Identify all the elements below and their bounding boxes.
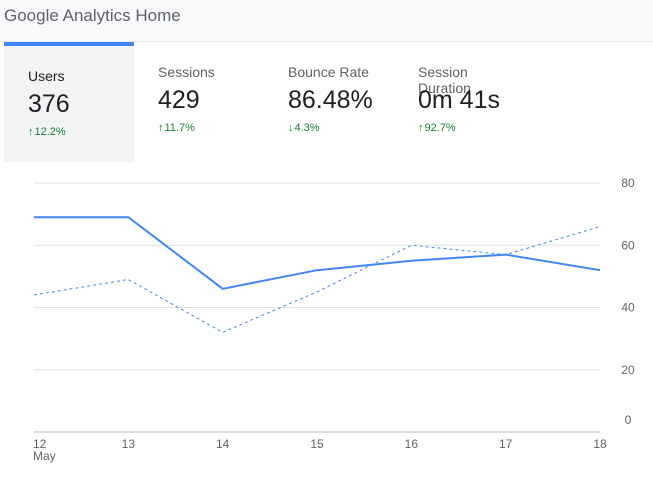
x-tick-label: 13 xyxy=(122,437,136,451)
metric-value: 429 xyxy=(158,86,200,114)
arrow-up-icon: ↑ xyxy=(418,122,424,134)
metric-tab-session-duration[interactable]: Session Duration 0m 41s ↑92.7% xyxy=(394,42,524,162)
x-tick-label: 18 xyxy=(593,437,607,451)
chart-svg: 0 20 40 60 80 12 13 14 15 16 17 18 May xyxy=(33,176,635,463)
y-tick-label: 60 xyxy=(621,238,635,252)
y-tick-label: 40 xyxy=(621,301,635,315)
metric-change-value: 12.2% xyxy=(34,126,66,138)
top-header: Google Analytics Home xyxy=(0,0,653,42)
arrow-up-icon: ↑ xyxy=(28,126,34,138)
y-tick-label: 20 xyxy=(621,363,635,377)
metric-change-value: 11.7% xyxy=(164,122,195,134)
series-line-previous[interactable] xyxy=(33,226,601,333)
metric-value: 376 xyxy=(28,90,70,118)
line-chart: 0 20 40 60 80 12 13 14 15 16 17 18 May xyxy=(0,162,653,496)
page-title: Google Analytics Home xyxy=(4,6,181,25)
metric-label: Users xyxy=(28,68,65,84)
metric-change: ↓4.3% xyxy=(288,122,320,134)
metric-label: Session Duration xyxy=(418,64,471,96)
arrow-up-icon: ↑ xyxy=(158,122,164,134)
metric-tab-users[interactable]: Users 376 ↑12.2% xyxy=(4,42,134,162)
x-tick-label: 17 xyxy=(499,437,513,451)
x-tick-label: 12 xyxy=(33,437,47,451)
metric-change-value: 4.3% xyxy=(294,122,320,134)
x-tick-sublabel: May xyxy=(33,449,56,463)
metric-value: 86.48% xyxy=(288,86,373,114)
y-tick-label: 80 xyxy=(621,176,635,190)
metric-label: Bounce Rate xyxy=(288,64,369,80)
metric-change: ↑11.7% xyxy=(158,122,195,134)
metric-change: ↑12.2% xyxy=(28,126,66,138)
metric-change-value: 92.7% xyxy=(424,122,456,134)
y-tick-label: 0 xyxy=(625,413,632,427)
metric-change: ↑92.7% xyxy=(418,122,456,134)
metric-value: 0m 41s xyxy=(418,86,500,114)
series-line-current[interactable] xyxy=(34,216,601,290)
x-tick-label: 14 xyxy=(216,437,230,451)
metric-tabs: Users 376 ↑12.2% Sessions 429 ↑11.7% Bou… xyxy=(4,42,653,162)
metric-tab-sessions[interactable]: Sessions 429 ↑11.7% xyxy=(134,42,264,162)
x-tick-label: 15 xyxy=(310,437,324,451)
arrow-down-icon: ↓ xyxy=(288,122,294,134)
metric-tab-bounce-rate[interactable]: Bounce Rate 86.48% ↓4.3% xyxy=(264,42,394,162)
x-tick-label: 16 xyxy=(405,437,419,451)
metric-label: Sessions xyxy=(158,64,215,80)
